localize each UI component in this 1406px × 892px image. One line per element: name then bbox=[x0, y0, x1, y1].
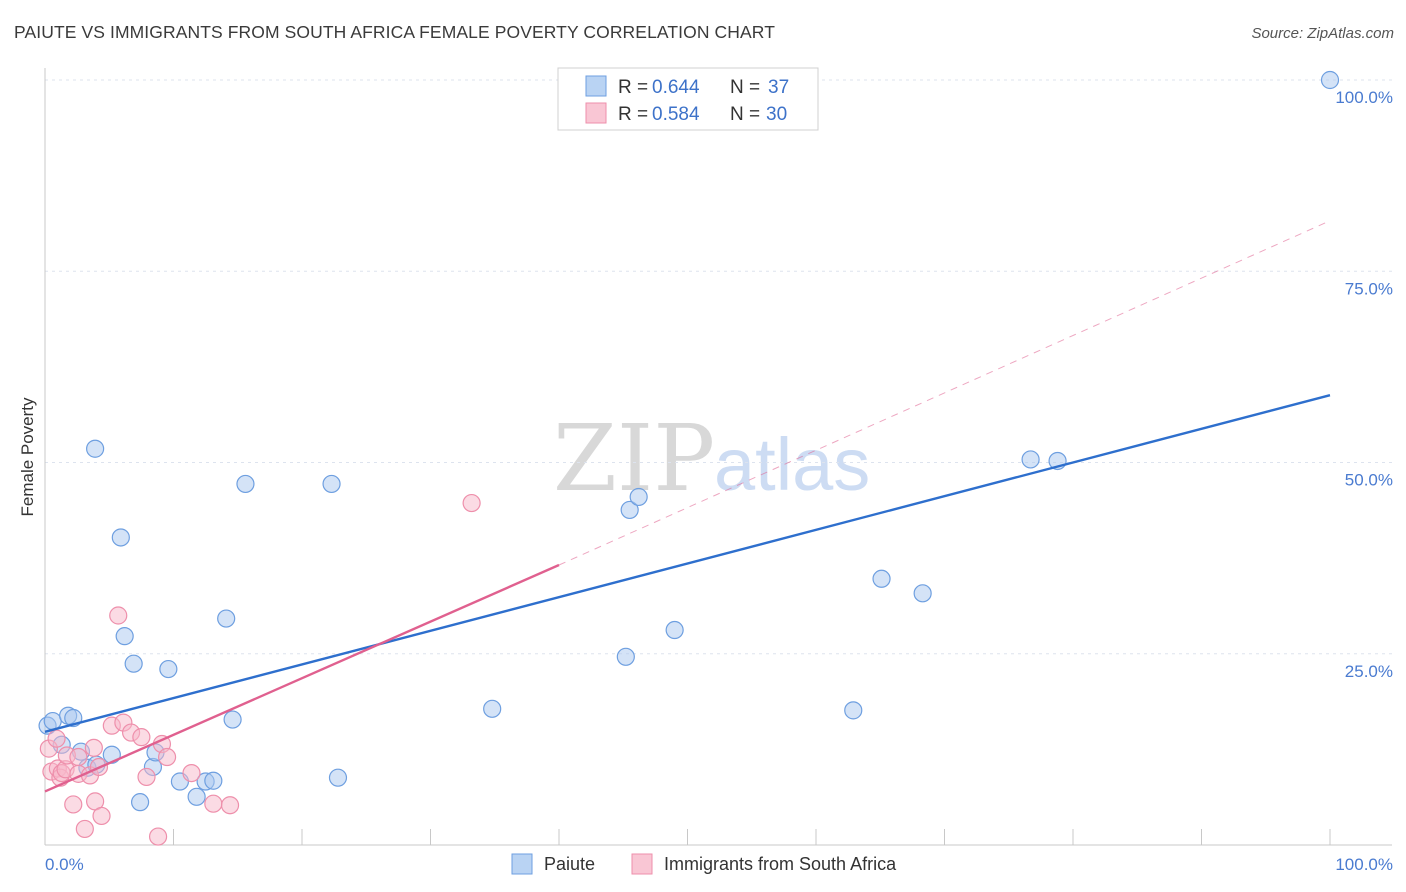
point-series-0-24 bbox=[322, 474, 341, 494]
y-tick-label-100: 100.0% bbox=[1335, 88, 1393, 107]
series-legend-label-paiute: Paiute bbox=[544, 854, 595, 874]
point-series-0-31 bbox=[844, 701, 863, 720]
trend-line-series-0 bbox=[44, 394, 1331, 733]
legend-n-label-2: N = bbox=[730, 104, 760, 125]
point-series-0-18 bbox=[187, 787, 206, 806]
point-series-0-33 bbox=[913, 584, 932, 603]
point-series-1-25 bbox=[157, 747, 177, 767]
series-legend: Paiute Immigrants from South Africa bbox=[511, 853, 897, 875]
source-label: Source: ZipAtlas.com bbox=[1251, 25, 1394, 42]
series-legend-swatch-paiute bbox=[511, 853, 533, 875]
gridlines bbox=[45, 79, 1392, 655]
point-series-1-21 bbox=[132, 728, 151, 747]
x-tick-label-min: 0.0% bbox=[45, 855, 84, 874]
point-series-0-13 bbox=[130, 793, 150, 812]
point-series-1-29 bbox=[462, 493, 481, 513]
point-series-1-26 bbox=[182, 763, 201, 783]
point-series-0-8 bbox=[86, 439, 105, 458]
legend-n-value-2: 30 bbox=[766, 104, 787, 125]
point-series-0-34 bbox=[1021, 450, 1040, 469]
point-series-0-20 bbox=[204, 771, 223, 790]
legend-swatch-paiute bbox=[585, 75, 607, 97]
series-legend-label-south-africa: Immigrants from South Africa bbox=[664, 854, 897, 874]
point-series-0-22 bbox=[223, 710, 242, 729]
point-series-1-16 bbox=[92, 806, 111, 826]
legend-r-value-1: 0.644 bbox=[652, 77, 700, 98]
point-series-0-16 bbox=[159, 659, 178, 679]
y-axis-label: Female Poverty bbox=[18, 397, 37, 517]
point-series-0-27 bbox=[616, 647, 635, 666]
point-series-1-2 bbox=[47, 729, 66, 748]
y-tick-label-25: 25.0% bbox=[1345, 662, 1393, 681]
chart-title: PAIUTE VS IMMIGRANTS FROM SOUTH AFRICA F… bbox=[14, 22, 776, 42]
stats-legend: R = 0.644 N = 37 R = 0.584 N = 30 bbox=[557, 67, 819, 131]
point-series-1-23 bbox=[148, 827, 168, 846]
legend-n-value-1: 37 bbox=[768, 77, 789, 98]
point-series-0-36 bbox=[1320, 70, 1340, 90]
point-series-0-12 bbox=[124, 654, 143, 673]
data-points bbox=[38, 70, 1340, 846]
trend-lines bbox=[558, 220, 1331, 566]
point-series-0-21 bbox=[217, 609, 236, 628]
point-series-1-27 bbox=[204, 794, 223, 813]
trend-line-series-1 bbox=[44, 563, 560, 793]
point-series-0-26 bbox=[483, 699, 502, 718]
legend-swatch-south-africa bbox=[585, 102, 607, 124]
trend-extension-series-1 bbox=[558, 220, 1331, 566]
point-series-1-13 bbox=[84, 738, 103, 757]
point-series-1-28 bbox=[220, 796, 240, 815]
point-series-1-11 bbox=[75, 819, 94, 839]
tick-labels: 25.0% 50.0% 75.0% 100.0% 0.0% 100.0% bbox=[45, 88, 1393, 874]
watermark-atlas: atlas bbox=[714, 423, 870, 506]
point-series-0-10 bbox=[111, 528, 130, 547]
point-series-0-30 bbox=[665, 620, 684, 640]
point-series-0-29 bbox=[629, 487, 648, 507]
point-series-0-28 bbox=[620, 500, 639, 520]
point-series-0-11 bbox=[115, 627, 134, 646]
x-tick-label-max: 100.0% bbox=[1335, 855, 1393, 874]
y-tick-label-75: 75.0% bbox=[1345, 279, 1393, 298]
y-tick-label-50: 50.0% bbox=[1345, 471, 1393, 490]
series-legend-swatch-south-africa bbox=[631, 853, 653, 875]
point-series-1-9 bbox=[69, 747, 88, 767]
legend-r-label-1: R = bbox=[618, 77, 648, 98]
legend-n-label-1: N = bbox=[730, 77, 760, 98]
point-series-0-32 bbox=[872, 569, 891, 588]
axes bbox=[44, 68, 1392, 846]
point-series-0-25 bbox=[328, 768, 348, 787]
point-series-1-18 bbox=[109, 606, 128, 625]
legend-r-value-2: 0.584 bbox=[652, 104, 700, 125]
point-series-0-23 bbox=[236, 474, 255, 494]
legend-r-label-2: R = bbox=[618, 104, 648, 125]
point-series-1-22 bbox=[137, 767, 156, 787]
point-series-1-8 bbox=[64, 795, 83, 814]
